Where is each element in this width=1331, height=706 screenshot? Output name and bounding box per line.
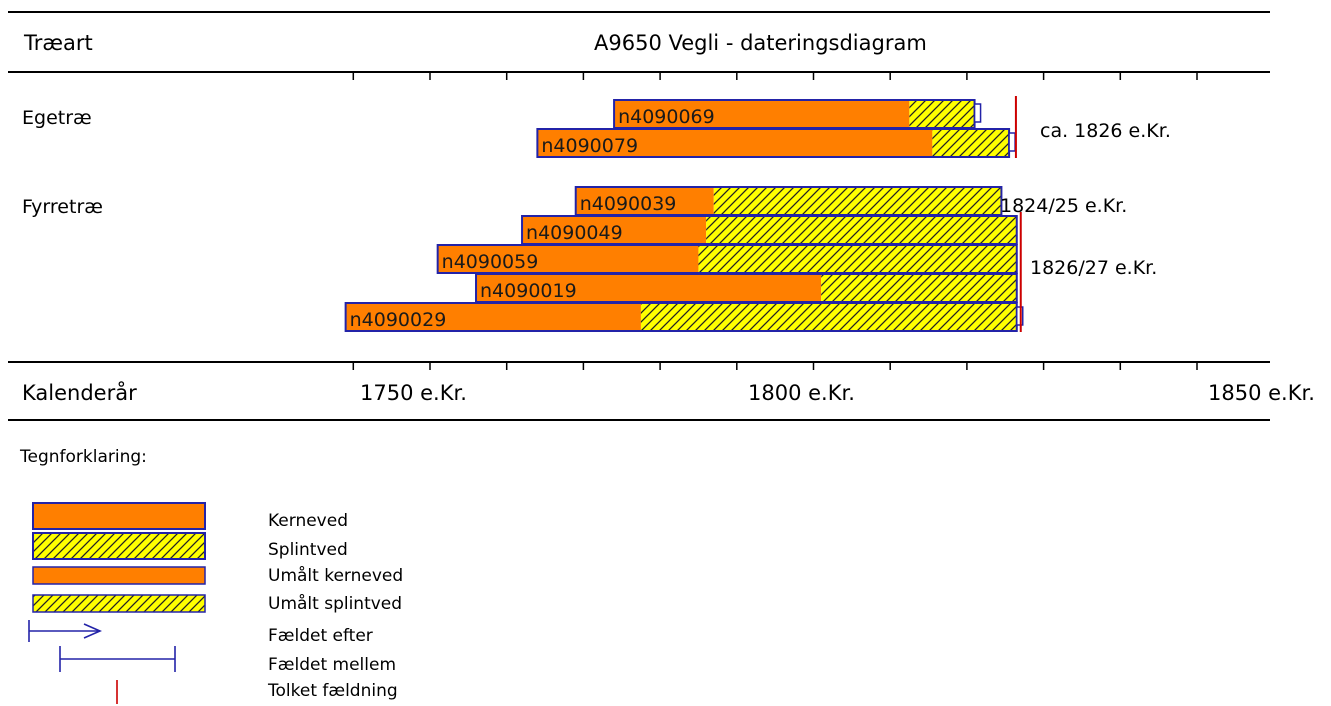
- legend-felled-between-bracket-icon: [59, 646, 176, 672]
- heartwood-n4090059: [437, 245, 699, 273]
- bar-label-n4090029: n4090029: [350, 309, 447, 331]
- tick-label-1800: 1800 e.Kr.: [748, 381, 855, 405]
- tick-label-1750: 1750 e.Kr.: [360, 381, 467, 405]
- sapwood-n4090039: [713, 187, 1002, 215]
- bar-n4090039: n4090039: [574, 186, 1003, 216]
- heartwood-n4090029: [345, 303, 641, 331]
- axis-label: Kalenderår: [22, 380, 137, 405]
- heartwood-n4090049: [522, 216, 707, 244]
- top-tick-marks: [352, 72, 1198, 80]
- legend-label-splintved: Splintved: [268, 540, 348, 560]
- bar-label-n4090069: n4090069: [618, 106, 715, 128]
- bar-n4090079: n4090079: [536, 128, 1016, 158]
- bar-label-n4090079: n4090079: [541, 135, 638, 157]
- legend-label-faeldet-mellem: Fældet mellem: [268, 655, 396, 675]
- felling-label-pine-1: 1824/25 e.Kr.: [1000, 195, 1127, 217]
- felling-lines: [1014, 96, 1022, 332]
- legend-felled-after-arrow-icon: [28, 620, 102, 642]
- end-marker-n4090069: [973, 103, 982, 123]
- bar-label-n4090039: n4090039: [580, 193, 677, 215]
- bar-n4090019: n4090019: [475, 273, 1018, 303]
- legend-label-tolket-faeldning: Tolket fældning: [267, 681, 398, 701]
- axis-tick-marks: [352, 362, 1198, 370]
- bar-n4090029: n4090029: [344, 302, 1024, 332]
- sapwood-n4090049: [706, 216, 1017, 244]
- end-marker-n4090079: [1008, 132, 1016, 152]
- bar-label-n4090019: n4090019: [480, 280, 577, 302]
- sapwood-n4090079: [932, 129, 1010, 157]
- bar-n4090049: n4090049: [521, 215, 1018, 245]
- legend-unmeasured-sapwood-swatch: [32, 594, 206, 613]
- bar-label-n4090049: n4090049: [526, 222, 623, 244]
- heartwood-n4090069: [614, 100, 910, 128]
- felling-label-pine-2: 1826/27 e.Kr.: [1030, 257, 1157, 279]
- sapwood-n4090059: [698, 245, 1017, 273]
- sapwood-n4090019: [821, 274, 1017, 302]
- bar-label-n4090059: n4090059: [442, 251, 539, 273]
- bar-n4090069: n4090069: [613, 99, 982, 129]
- chart-title: A9650 Vegli - dateringsdiagram: [594, 31, 927, 55]
- legend-label-umaalt-splintved: Umålt splintved: [268, 593, 402, 614]
- sapwood-n4090029: [640, 303, 1017, 331]
- legend-sapwood-swatch: [32, 532, 206, 560]
- legend-label-kerneved: Kerneved: [268, 511, 348, 531]
- tick-label-1850: 1850 e.Kr.: [1208, 381, 1315, 405]
- sapwood-n4090069: [909, 100, 975, 128]
- legend-heartwood-swatch: [32, 502, 206, 530]
- heartwood-n4090019: [476, 274, 822, 302]
- bar-n4090059: n4090059: [436, 244, 1018, 274]
- felling-label-oak: ca. 1826 e.Kr.: [1040, 120, 1171, 142]
- heartwood-n4090039: [575, 187, 714, 215]
- heartwood-n4090079: [537, 129, 933, 157]
- group-label-egetrae: Egetræ: [22, 107, 92, 129]
- legend-unmeasured-heartwood-swatch: [32, 566, 206, 585]
- legend-label-faeldet-efter: Fældet efter: [268, 626, 373, 646]
- sample-bars: n4090069 n4090079 n4090039 n4090049 n4090059…: [344, 99, 1024, 332]
- legend-label-umaalt-kerneved: Umålt kerneved: [268, 565, 403, 586]
- species-column-header: Træart: [23, 31, 93, 55]
- group-label-fyrretrae: Fyrretræ: [22, 196, 103, 218]
- legend-title: Tegnforklaring:: [19, 447, 147, 467]
